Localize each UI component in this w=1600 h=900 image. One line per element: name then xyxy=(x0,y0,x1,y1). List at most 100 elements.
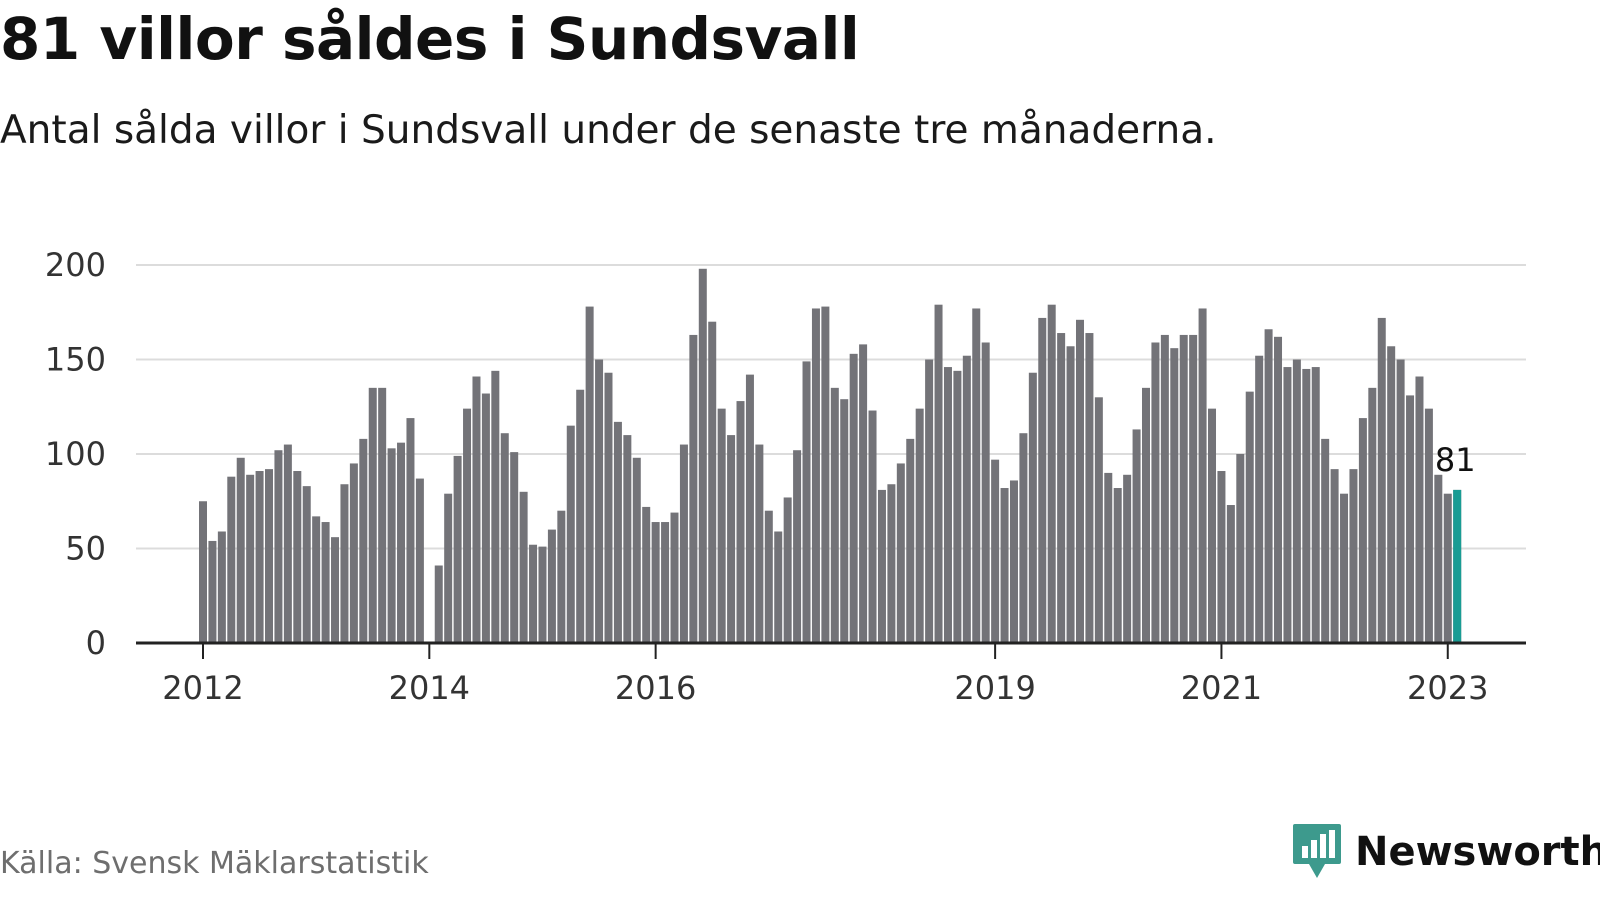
bar xyxy=(962,355,971,643)
bar xyxy=(1198,308,1207,643)
bar xyxy=(302,486,311,643)
data-label: 81 xyxy=(1435,441,1476,479)
x-tick-label: 2012 xyxy=(162,669,243,707)
bar xyxy=(830,387,839,643)
bar xyxy=(698,268,707,643)
y-tick-label: 200 xyxy=(45,246,106,284)
y-tick-label: 100 xyxy=(45,435,106,473)
bar xyxy=(868,410,877,643)
source-note: Källa: Svensk Mäklarstatistik xyxy=(0,846,429,881)
bar-highlight xyxy=(1453,489,1462,643)
newsworthy-logo[interactable]: Newsworthy xyxy=(1291,822,1600,882)
bar xyxy=(217,531,226,643)
bar xyxy=(227,476,236,643)
bar xyxy=(1368,387,1377,643)
bar xyxy=(340,484,349,643)
bar xyxy=(821,306,830,643)
logo-bar-2 xyxy=(1311,840,1317,858)
logo-bar-4 xyxy=(1329,830,1335,858)
bar xyxy=(1123,474,1132,643)
chart-title: 81 villor såldes i Sundsvall xyxy=(0,5,860,73)
bar xyxy=(1208,408,1217,643)
bar xyxy=(1009,480,1018,643)
bar xyxy=(727,435,736,643)
bar xyxy=(632,457,641,643)
bar xyxy=(1283,367,1292,643)
bar xyxy=(972,308,981,643)
data-labels: 81 xyxy=(1435,441,1476,479)
bar xyxy=(500,433,509,643)
bar xyxy=(1047,304,1056,643)
bar xyxy=(783,497,792,643)
bar xyxy=(576,389,585,643)
bar xyxy=(1104,472,1113,643)
bar xyxy=(811,308,820,643)
bar xyxy=(981,342,990,643)
bar xyxy=(510,452,519,643)
bar xyxy=(387,448,396,643)
bar xyxy=(1038,317,1047,643)
bar xyxy=(651,522,660,643)
bar xyxy=(991,459,1000,643)
bar-chart: 0 50 100 150 200 2012 2014 2016 2019 2021 2023 81 xyxy=(45,246,1526,707)
bar xyxy=(397,442,406,643)
bar xyxy=(840,399,849,643)
bar xyxy=(1302,368,1311,643)
bar xyxy=(359,438,368,643)
bar xyxy=(1424,408,1433,643)
bar xyxy=(1142,387,1150,643)
bar xyxy=(1406,395,1415,643)
bar xyxy=(1000,488,1009,643)
bar xyxy=(1292,359,1301,643)
bar xyxy=(877,489,886,643)
bar xyxy=(595,359,604,643)
newsworthy-logo-icon xyxy=(1293,824,1341,878)
bar xyxy=(1264,329,1273,643)
bar xyxy=(1085,333,1094,643)
bar xyxy=(1415,376,1424,643)
bar xyxy=(774,531,783,643)
bar xyxy=(1387,346,1396,643)
bar xyxy=(745,374,754,643)
chart-subtitle: Antal sålda villor i Sundsvall under de … xyxy=(0,108,1217,153)
bar xyxy=(1226,505,1235,643)
bar xyxy=(896,463,905,643)
bar xyxy=(293,471,302,643)
bar xyxy=(547,529,556,643)
bar xyxy=(764,510,773,643)
x-tick-label: 2023 xyxy=(1407,669,1488,707)
bar xyxy=(1443,493,1452,643)
bar xyxy=(255,471,264,643)
bar xyxy=(953,370,962,643)
y-tick-label: 150 xyxy=(45,341,106,379)
bar xyxy=(208,540,217,643)
bar xyxy=(708,321,717,643)
bar xyxy=(1160,334,1169,643)
bar xyxy=(1330,469,1339,643)
bar xyxy=(623,435,632,643)
y-tick-label: 50 xyxy=(65,530,106,568)
bar xyxy=(472,376,481,643)
logo-bar-1 xyxy=(1302,846,1308,858)
logo-bar-3 xyxy=(1320,834,1326,858)
bar xyxy=(661,522,670,643)
bar xyxy=(274,450,283,643)
bar xyxy=(406,418,415,643)
bar xyxy=(481,393,490,643)
bar xyxy=(1094,397,1103,643)
bar xyxy=(1170,348,1179,643)
x-tick-label: 2014 xyxy=(389,669,470,707)
bar xyxy=(1358,418,1367,643)
bar xyxy=(378,387,387,643)
bar xyxy=(1179,334,1188,643)
bar xyxy=(1255,355,1264,643)
bar xyxy=(463,408,472,643)
bar xyxy=(453,455,462,643)
bar xyxy=(1151,342,1160,643)
bar xyxy=(802,361,811,643)
bar xyxy=(199,501,207,643)
bar xyxy=(793,450,802,643)
bar xyxy=(925,359,934,643)
bar xyxy=(689,334,698,643)
bar xyxy=(1066,346,1075,643)
